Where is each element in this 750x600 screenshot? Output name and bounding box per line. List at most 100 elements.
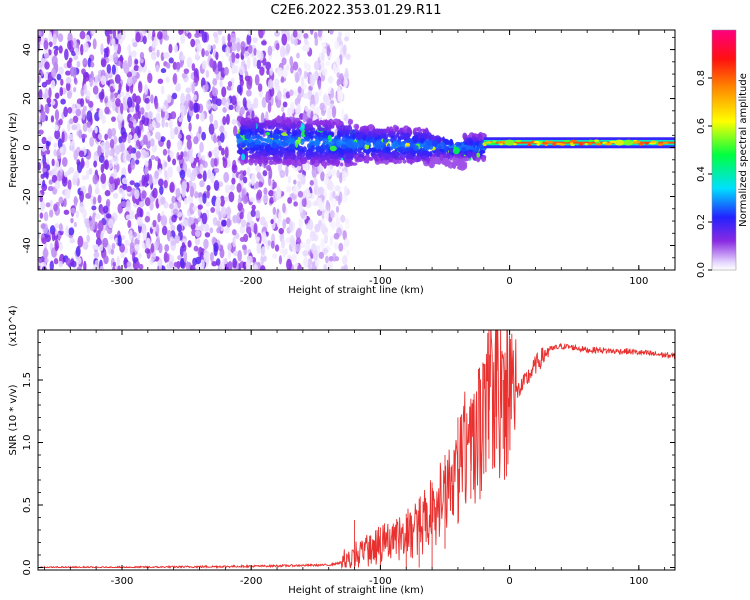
snr-y-multiplier: (x10^4)	[8, 305, 19, 346]
heatmap-cell	[100, 173, 107, 184]
heatmap-cell	[151, 40, 156, 48]
heatmap-cell	[100, 75, 107, 85]
heatmap-cell	[49, 209, 54, 218]
heatmap-cell	[235, 53, 240, 60]
heatmap-cell	[209, 91, 213, 98]
heatmap-cell	[208, 123, 215, 135]
heatmap-cell	[92, 38, 97, 50]
heatmap-cell	[53, 142, 58, 148]
snr-x-label: Height of straight line (km)	[288, 585, 424, 596]
heatmap-cell	[80, 98, 85, 107]
heatmap-cell	[64, 188, 71, 200]
heatmap-cell	[138, 65, 143, 73]
heatmap-cell	[267, 79, 274, 90]
heatmap-cell	[85, 159, 90, 169]
heatmap-cell	[225, 46, 230, 58]
heatmap-cell	[215, 258, 221, 266]
heatmap-cell	[80, 157, 85, 169]
heatmap-cell	[330, 99, 335, 105]
heatmap-cell	[72, 178, 78, 186]
heatmap-cell	[285, 217, 291, 225]
heatmap-cell	[38, 257, 43, 264]
heatmap-cell	[541, 142, 549, 145]
heatmap-cell	[412, 145, 419, 151]
heatmap-cell	[300, 75, 305, 87]
heatmap-cell	[476, 152, 481, 158]
heatmap-cell	[219, 125, 225, 133]
heatmap-cell	[186, 168, 192, 178]
heatmap-cell	[266, 69, 270, 75]
heatmap-cell	[321, 41, 327, 48]
heatmap-cell	[170, 111, 177, 120]
heatmap-cell	[114, 144, 121, 155]
heatmap-cell	[103, 255, 109, 265]
heatmap-cell	[38, 35, 42, 43]
heatmap-cell	[370, 152, 376, 156]
y-tick-label: -40	[22, 237, 33, 253]
heatmap-cell	[444, 140, 451, 146]
heatmap-cell	[296, 93, 302, 103]
heatmap-cell	[164, 244, 170, 252]
heatmap-cell	[254, 139, 258, 145]
heatmap-cell	[253, 222, 258, 235]
heatmap-cell	[189, 186, 195, 198]
heatmap-cell	[338, 73, 345, 85]
heatmap-cell	[334, 42, 338, 49]
heatmap-cell	[254, 210, 261, 219]
heatmap-cell	[301, 198, 307, 207]
heatmap-cell	[384, 152, 391, 160]
heatmap-cell	[63, 106, 68, 118]
heatmap-cell	[595, 143, 602, 146]
heatmap-cell	[166, 139, 171, 150]
heatmap-cell	[291, 125, 297, 130]
heatmap-cell	[104, 140, 110, 152]
heatmap-cell	[276, 219, 281, 228]
heatmap-cell	[177, 154, 183, 160]
heatmap-cell	[262, 170, 268, 177]
heatmap-cell	[238, 65, 245, 76]
heatmap-cell	[307, 219, 314, 231]
heatmap-cell	[209, 113, 214, 124]
colorbar-tick-label: 0.4	[696, 166, 707, 182]
heatmap-cell	[54, 124, 59, 132]
heatmap-cell	[237, 202, 244, 211]
heatmap-cell	[112, 100, 116, 112]
heatmap-cell	[388, 131, 394, 135]
heatmap-cell	[177, 133, 182, 139]
heatmap-cell	[155, 64, 160, 73]
heatmap-cell	[162, 104, 167, 112]
heatmap-cell	[333, 242, 339, 250]
heatmap-cell	[588, 139, 594, 143]
heatmap-cell	[215, 51, 219, 61]
heatmap-cell	[181, 180, 188, 191]
heatmap-cell	[220, 147, 225, 156]
heatmap-cell	[333, 232, 340, 240]
heatmap-cell	[242, 125, 247, 130]
heatmap-cell	[262, 193, 269, 204]
heatmap-cell	[483, 143, 487, 147]
heatmap-cell	[164, 161, 168, 168]
heatmap-cell	[195, 256, 202, 265]
heatmap-cell	[141, 190, 147, 199]
heatmap-cell	[115, 60, 122, 67]
heatmap-cell	[239, 137, 244, 143]
heatmap-cell	[286, 158, 293, 166]
heatmap-cell	[82, 122, 88, 132]
heatmap-cell	[604, 142, 612, 146]
heatmap-cell	[108, 176, 114, 185]
heatmap-cell	[40, 223, 46, 230]
heatmap-cell	[78, 201, 85, 214]
snr-y-label: SNR (10 * v/v)	[8, 384, 19, 455]
heatmap-cell	[289, 89, 294, 96]
heatmap-cell	[330, 131, 335, 138]
heatmap-cell	[305, 238, 311, 245]
heatmap-cell	[213, 167, 220, 174]
heatmap-cell	[368, 139, 376, 143]
spectrogram-heatmap	[38, 30, 675, 270]
heatmap-cell	[323, 173, 329, 186]
heatmap-cell	[109, 30, 113, 35]
heatmap-cell	[102, 205, 109, 214]
heatmap-cell	[273, 133, 280, 140]
colorbar-tick-label: 0.2	[696, 214, 707, 230]
heatmap-cell	[330, 198, 337, 208]
